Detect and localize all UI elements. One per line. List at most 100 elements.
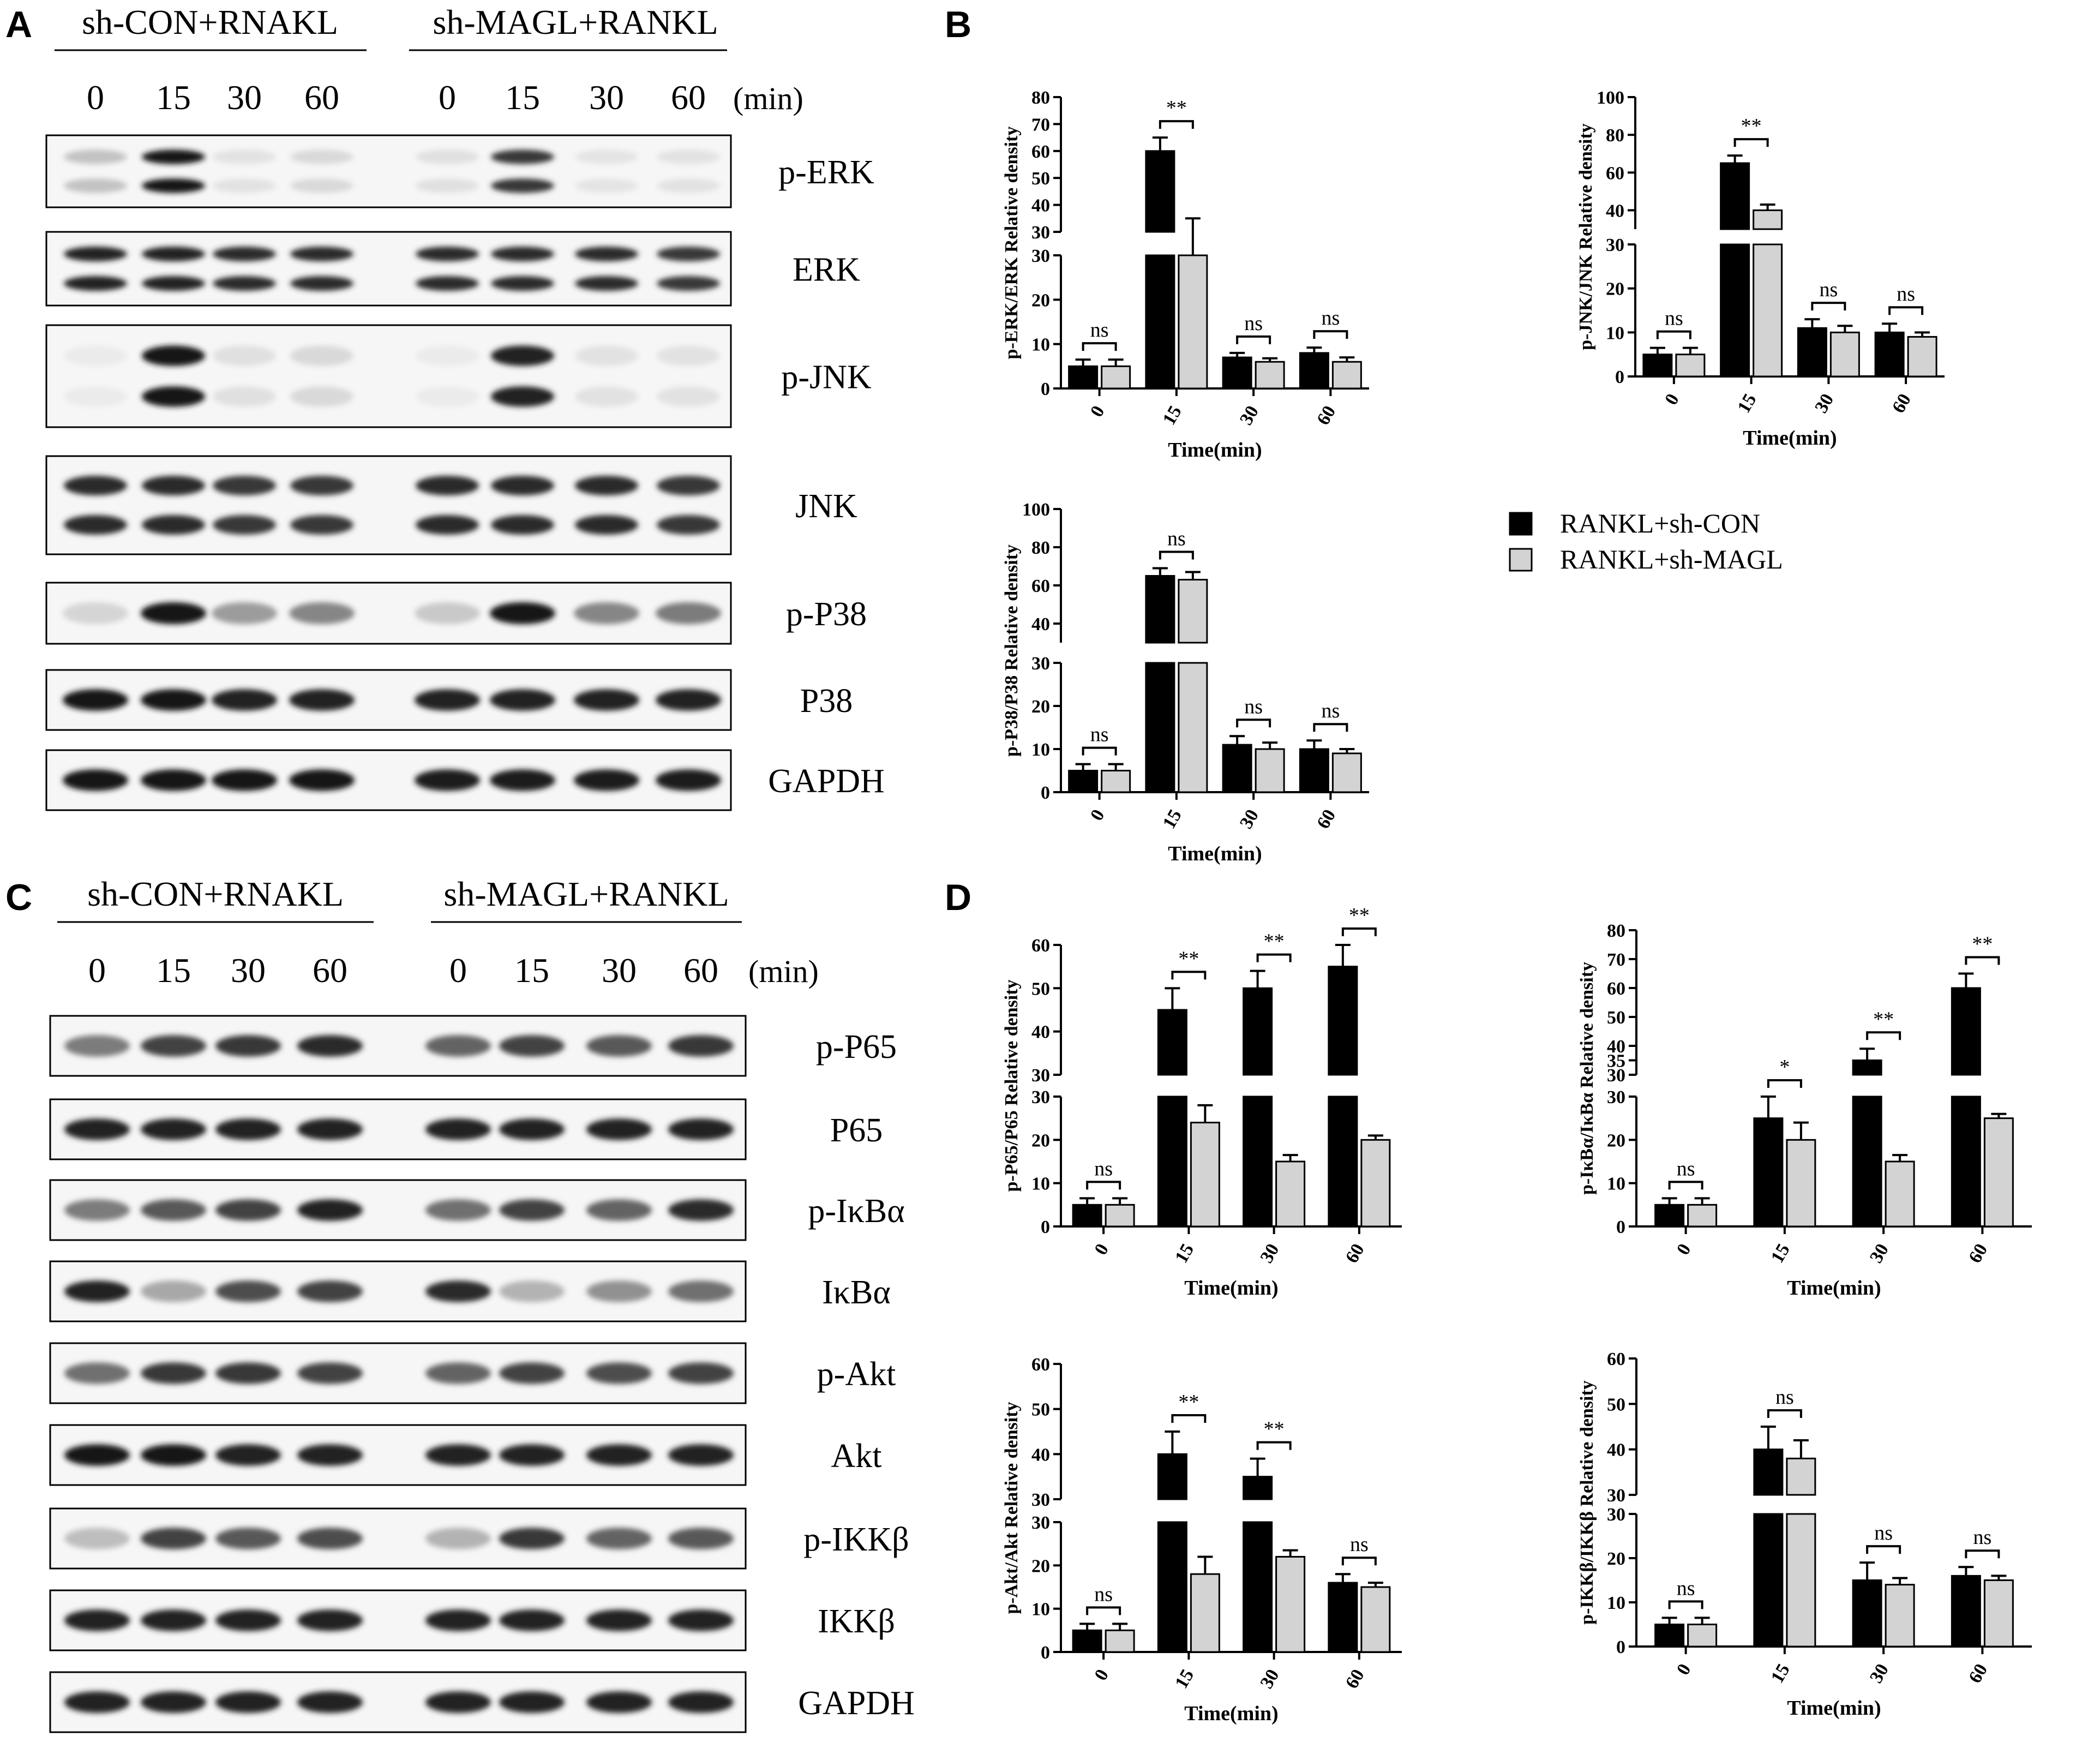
blot-band [490, 689, 555, 711]
y-tick-label: 40 [1031, 614, 1050, 634]
blot-band [297, 1199, 363, 1221]
blot-band [212, 769, 277, 791]
bar [1105, 1629, 1135, 1653]
blot-band [668, 1528, 734, 1549]
y-tick-label: 60 [1031, 1355, 1050, 1375]
y-tick-label: 10 [1606, 323, 1624, 343]
y-tick-label: 50 [1031, 169, 1050, 189]
bar [1068, 770, 1099, 793]
blot-band [575, 386, 638, 407]
significance-label: ** [1178, 1391, 1199, 1414]
y-tick-label: 10 [1031, 335, 1050, 355]
panel-label-b: B [945, 4, 971, 45]
protein-label: GAPDH [768, 763, 885, 800]
y-tick-label: 0 [1616, 1637, 1625, 1657]
x-tick-label: 0 [1661, 391, 1683, 409]
significance-bracket [1256, 1441, 1292, 1450]
protein-label: P38 [800, 683, 853, 720]
blot-band [213, 345, 276, 366]
blot-band [499, 1528, 565, 1549]
y-axis-label: p-P38/P38 Relative density [1001, 544, 1022, 757]
group-label: sh-CON+RNAKL [87, 875, 344, 913]
blot-band [668, 1199, 734, 1221]
y-tick-label: 0 [1041, 379, 1050, 399]
y-tick-label: 0 [1616, 1217, 1625, 1237]
blot-band [657, 276, 720, 291]
x-tick-label: 0 [1087, 403, 1109, 421]
y-axis-label: p-P65/P65 Relative density [1001, 979, 1022, 1192]
blot-band [574, 689, 639, 711]
blot-band [290, 345, 353, 366]
protein-label: p-P65 [816, 1028, 897, 1065]
bar [1983, 1117, 2014, 1228]
x-tick-label: 30 [1236, 806, 1263, 833]
blot-band [657, 515, 720, 535]
bar [1951, 1096, 1981, 1228]
significance-bracket [1159, 120, 1194, 129]
protein-label: IKKβ [818, 1603, 895, 1640]
blot-box [45, 231, 732, 307]
significance-label: ns [1244, 312, 1263, 335]
blot-band [142, 247, 205, 261]
bar [1299, 748, 1329, 793]
significance-label: ns [1775, 1386, 1794, 1409]
time-label: 15 [514, 951, 549, 990]
blot-band [141, 1691, 206, 1713]
significance-bracket [1256, 953, 1292, 962]
y-tick-label: 30 [1031, 1087, 1050, 1108]
blot-band [215, 1035, 281, 1057]
time-label: 60 [304, 78, 339, 117]
y-axis-label: p-Akt/Akt Relative density [1001, 1402, 1022, 1614]
y-tick-label: 100 [1597, 88, 1624, 108]
time-label: 15 [156, 951, 191, 990]
y-tick-label: 100 [1022, 500, 1050, 520]
bar [1360, 1586, 1391, 1653]
blot-band [416, 515, 479, 535]
x-tick-label: 60 [1313, 403, 1340, 429]
y-tick-label: 10 [1607, 1174, 1625, 1194]
blot-band [657, 386, 720, 407]
x-tick-label: 30 [1257, 1666, 1283, 1692]
significance-bracket [1159, 550, 1194, 560]
bar [1360, 1139, 1391, 1228]
bar [1178, 579, 1208, 644]
blot-band [64, 1035, 130, 1057]
x-tick-label: 0 [1673, 1661, 1695, 1679]
blot-band [416, 386, 479, 407]
bar [1328, 1582, 1358, 1653]
blot-band [575, 515, 638, 535]
time-label: 0 [439, 78, 456, 117]
protein-label: IκBα [822, 1274, 891, 1311]
x-tick-label: 30 [1811, 391, 1838, 417]
blot-band [656, 602, 721, 625]
blot-band [425, 1118, 491, 1140]
y-tick-label: 40 [1606, 201, 1624, 221]
bar [1190, 1122, 1220, 1228]
y-tick-label: 30 [1031, 246, 1050, 266]
bar [1829, 331, 1860, 378]
bar [1101, 365, 1131, 390]
blot-band [64, 386, 127, 407]
blot-band [215, 1609, 281, 1631]
blot-band [490, 602, 555, 625]
significance-bracket [1171, 1414, 1207, 1423]
y-tick-label: 0 [1041, 783, 1050, 803]
protein-label: p-Akt [817, 1356, 896, 1393]
bar [1786, 1513, 1816, 1648]
significance-label: ns [1090, 723, 1109, 746]
blot-band [425, 1609, 491, 1631]
bar [1720, 162, 1750, 230]
blot-band [142, 345, 205, 366]
significance-label: ns [1874, 1522, 1893, 1545]
time-unit-label: (min) [733, 81, 803, 116]
bar [1243, 1476, 1273, 1500]
significance-bracket [1341, 1557, 1377, 1566]
blot-band [586, 1118, 652, 1140]
blot-band [499, 1691, 565, 1713]
bar [1328, 966, 1358, 1076]
y-tick-label: 40 [1031, 1445, 1050, 1465]
blot-band [297, 1528, 363, 1549]
blot-band [586, 1035, 652, 1057]
